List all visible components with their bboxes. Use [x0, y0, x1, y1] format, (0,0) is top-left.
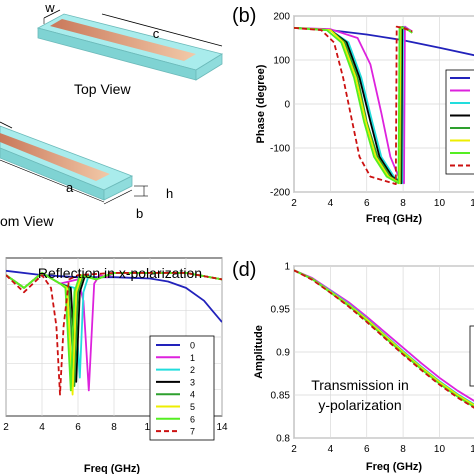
x-tick-label: 12 — [470, 444, 474, 455]
y-tick-label: 0 — [284, 100, 290, 111]
x-tick-label: 6 — [364, 198, 370, 209]
x-tick-label: 2 — [291, 198, 297, 209]
x-tick-label: 2 — [291, 444, 297, 455]
series-line-1 — [294, 25, 413, 185]
panel-d-legend-box — [469, 325, 474, 387]
legend-label-2: 2 — [190, 365, 195, 375]
dimension-c: c — [101, 13, 223, 47]
y-tick-label: 100 — [273, 56, 290, 67]
series-line-0 — [6, 269, 222, 323]
panel-c-reflection-chart: 2468101214 Reflection in x-polarization … — [3, 257, 228, 474]
panel-d-grid — [293, 265, 474, 439]
panel-d-title-line2: y-polarization — [318, 397, 401, 413]
bottom-view-slab — [0, 125, 133, 201]
dimension-h: h — [134, 185, 173, 201]
dim-c-label: c — [153, 26, 160, 41]
bottom-view-label: om View — [0, 213, 54, 229]
dimension-tick-bottom — [0, 121, 13, 129]
panel-d-ticks: 2 4 6 8 10 12 0.8 0.85 0.9 0.95 1 — [271, 262, 474, 456]
x-tick-label: 10 — [434, 198, 446, 209]
series-line-7 — [294, 269, 474, 409]
panel-b-ylabel: Phase (degree) — [255, 64, 267, 143]
dim-a-label: a — [66, 180, 74, 195]
panel-d-xlabel: Freq (GHz) — [366, 461, 423, 473]
dimension-b: b — [103, 189, 143, 221]
panel-d-title-line1: Transmission in — [311, 377, 409, 393]
x-tick-label: 4 — [39, 422, 45, 433]
copper-strip-top — [50, 19, 196, 61]
x-tick-label: 12 — [470, 198, 474, 209]
series-line-7 — [6, 271, 222, 396]
x-tick-label: 10 — [434, 444, 446, 455]
panel-c-title: Reflection in x-polarization — [38, 265, 202, 281]
panel-c-legend-box — [149, 335, 215, 441]
x-tick-label: 6 — [75, 422, 81, 433]
legend-label-7: 7 — [190, 427, 195, 437]
panel-a-illustration: w c Top View a b h om View — [0, 0, 224, 229]
y-tick-label: 1 — [284, 262, 290, 273]
y-tick-label: -100 — [270, 144, 290, 155]
panel-b-label: (b) — [232, 5, 256, 27]
panel-c-series — [6, 269, 222, 396]
dimension-a: a — [0, 159, 105, 203]
legend-label-3: 3 — [190, 377, 195, 387]
legend-label-6: 6 — [190, 414, 195, 424]
x-tick-label: 4 — [328, 198, 334, 209]
panel-b-xlabel: Freq (GHz) — [366, 213, 423, 225]
panel-b-phase-chart: (b) 2 4 6 8 10 12 -200 -100 0 100 200 Freq (GHz) P… — [232, 5, 474, 225]
x-tick-label: 14 — [216, 422, 228, 433]
y-tick-label: -200 — [270, 188, 290, 199]
copper-strip-bottom — [0, 133, 110, 181]
panel-d-label: (d) — [232, 259, 256, 281]
panel-c-xlabel: Freq (GHz) — [84, 463, 141, 474]
y-tick-label: 0.9 — [276, 348, 290, 359]
top-view-label: Top View — [74, 81, 131, 97]
panel-b-legend-box — [445, 69, 474, 175]
x-tick-label: 8 — [400, 444, 406, 455]
x-tick-label: 2 — [3, 422, 9, 433]
legend-label-5: 5 — [190, 402, 195, 412]
legend-label-0: 0 — [190, 341, 195, 351]
x-tick-label: 4 — [328, 444, 334, 455]
panel-d-transmission-chart: (d) 2 4 6 8 10 12 0.8 0.85 0.9 0.95 1 Transmission… — [232, 259, 474, 473]
x-tick-label: 6 — [364, 444, 370, 455]
panel-d-ylabel: Amplitude — [253, 325, 265, 379]
y-tick-label: 200 — [273, 12, 290, 23]
x-tick-label: 8 — [400, 198, 406, 209]
legend-label-4: 4 — [190, 390, 195, 400]
panel-b-ticks: 2 4 6 8 10 12 -200 -100 0 100 200 — [270, 12, 474, 210]
x-tick-label: 8 — [111, 422, 117, 433]
y-tick-label: 0.85 — [271, 391, 291, 402]
top-view-slab — [36, 13, 224, 81]
panel-d-series — [294, 269, 474, 409]
series-line-7 — [294, 25, 413, 186]
y-tick-label: 0.8 — [276, 434, 290, 445]
dimension-w: w — [43, 0, 61, 24]
panel-b-series — [294, 25, 474, 186]
panel-b-legend — [445, 69, 474, 175]
dim-w-label: w — [44, 0, 55, 15]
series-line-6 — [294, 26, 413, 185]
panel-c-legend: 0 1 2 3 4 5 6 7 — [149, 335, 215, 441]
dim-b-label: b — [136, 206, 143, 221]
dim-h-label: h — [166, 186, 173, 201]
legend-label-1: 1 — [190, 353, 195, 363]
y-tick-label: 0.95 — [271, 305, 291, 316]
